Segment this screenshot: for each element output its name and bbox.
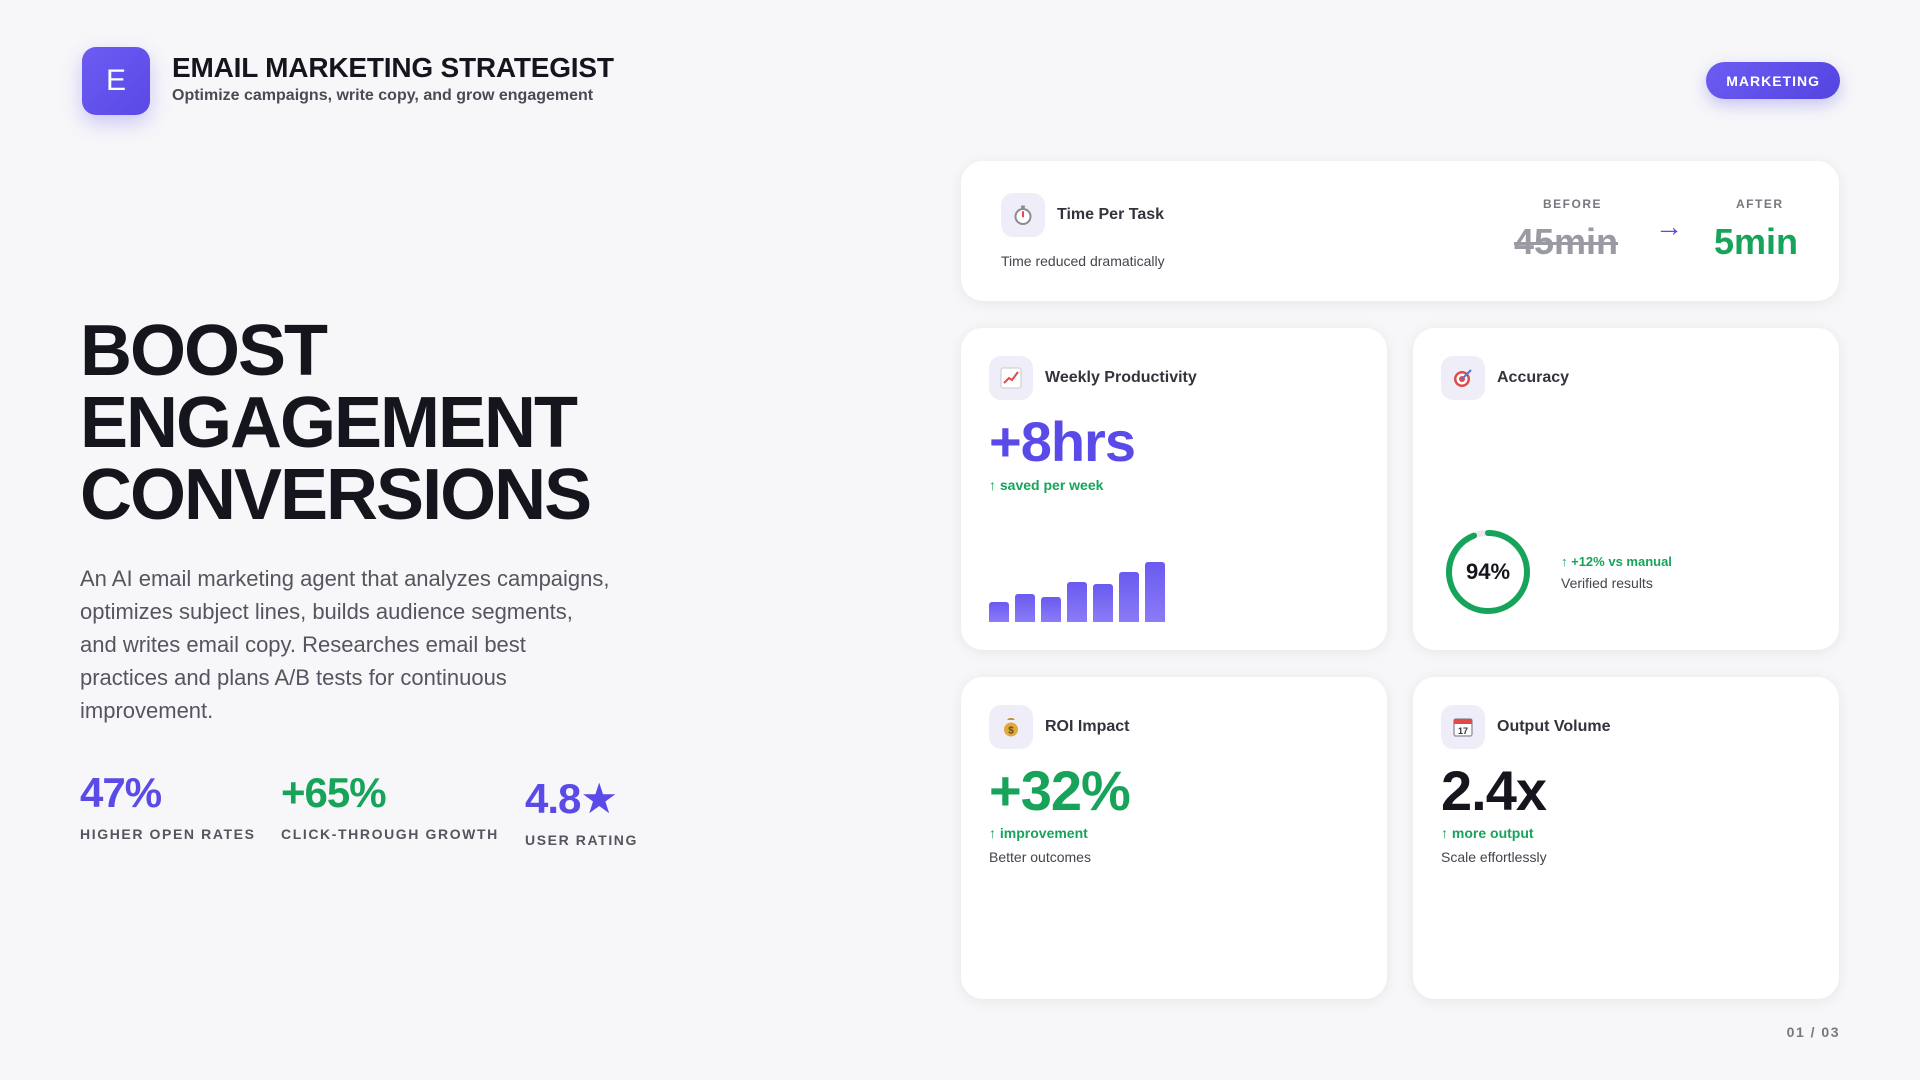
productivity-bar bbox=[1145, 562, 1165, 622]
stat-label: USER RATING bbox=[525, 832, 639, 848]
card-value: +8hrs bbox=[989, 410, 1136, 473]
productivity-bar bbox=[1093, 584, 1113, 622]
card-trend: ↑ more output bbox=[1441, 825, 1534, 841]
headline: BOOST ENGAGEMENT CONVERSIONS bbox=[80, 315, 780, 531]
stat-open-rates: 47% HIGHER OPEN RATES bbox=[80, 769, 256, 843]
stopwatch-icon bbox=[1001, 193, 1045, 237]
stat-value: 4.8★ bbox=[525, 775, 618, 822]
card-title: Output Volume bbox=[1497, 718, 1611, 735]
headline-line-3: CONVERSIONS bbox=[80, 455, 592, 535]
stat-user-rating: 4.8★ USER RATING bbox=[525, 775, 639, 849]
svg-text:17: 17 bbox=[1458, 726, 1468, 736]
card-note: Better outcomes bbox=[989, 849, 1091, 865]
card-title: Accuracy bbox=[1497, 369, 1570, 386]
target-icon bbox=[1441, 356, 1485, 400]
app-subtitle: Optimize campaigns, write copy, and grow… bbox=[172, 87, 594, 104]
weekly-productivity-card: Weekly Productivity +8hrs ↑ saved per we… bbox=[961, 328, 1387, 650]
headline-line-1: BOOST bbox=[80, 311, 328, 391]
card-note: Verified results bbox=[1561, 575, 1653, 591]
after-value: 5min bbox=[1714, 221, 1799, 262]
app-logo: E bbox=[82, 47, 150, 115]
productivity-bar bbox=[1041, 597, 1061, 622]
card-title: Time Per Task bbox=[1057, 206, 1165, 223]
time-per-task-card: Time Per Task Time reduced dramatically … bbox=[961, 161, 1839, 301]
money-bag-icon: $ bbox=[989, 705, 1033, 749]
accuracy-ring: 94% bbox=[1446, 530, 1530, 614]
productivity-bar bbox=[1119, 572, 1139, 622]
productivity-bar bbox=[1067, 582, 1087, 622]
card-trend: ↑ +12% vs manual bbox=[1561, 554, 1672, 569]
stat-value: +65% bbox=[281, 769, 387, 816]
card-value: 2.4x bbox=[1441, 759, 1547, 822]
card-trend: ↑ improvement bbox=[989, 825, 1088, 841]
card-trend: ↑ saved per week bbox=[989, 477, 1104, 493]
page-indicator: 01 / 03 bbox=[1786, 1024, 1840, 1040]
accuracy-value: 94% bbox=[1466, 559, 1510, 584]
app-title: EMAIL MARKETING STRATEGIST bbox=[172, 52, 614, 83]
description: An AI email marketing agent that analyze… bbox=[80, 566, 610, 723]
stat-click-through: +65% CLICK-THROUGH GROWTH bbox=[281, 769, 499, 843]
svg-text:$: $ bbox=[1008, 726, 1014, 737]
arrow-right-icon: → bbox=[1655, 211, 1683, 242]
card-note: Scale effortlessly bbox=[1441, 849, 1547, 865]
card-title: Weekly Productivity bbox=[1045, 369, 1197, 386]
stat-value: 47% bbox=[80, 769, 162, 816]
category-badge[interactable]: MARKETING bbox=[1706, 62, 1840, 99]
stat-label: CLICK-THROUGH GROWTH bbox=[281, 826, 499, 842]
productivity-bar bbox=[989, 602, 1009, 622]
card-value: +32% bbox=[989, 759, 1131, 822]
productivity-bar bbox=[1015, 594, 1035, 622]
card-title: ROI Impact bbox=[1045, 718, 1130, 735]
roi-impact-card: $ ROI Impact +32% ↑ improvement Better o… bbox=[961, 677, 1387, 999]
calendar-icon: 17 bbox=[1441, 705, 1485, 749]
accuracy-card: Accuracy 94% ↑ +12% vs manual Verified r… bbox=[1413, 328, 1839, 650]
after-label: AFTER bbox=[1736, 197, 1784, 211]
output-volume-card: 17 Output Volume 2.4x ↑ more output Scal… bbox=[1413, 677, 1839, 999]
chart-up-icon bbox=[989, 356, 1033, 400]
before-value: 45min bbox=[1514, 221, 1619, 262]
stat-label: HIGHER OPEN RATES bbox=[80, 826, 256, 842]
before-label: BEFORE bbox=[1543, 197, 1603, 211]
card-note: Time reduced dramatically bbox=[1001, 253, 1165, 269]
productivity-bars bbox=[989, 560, 1165, 622]
headline-line-2: ENGAGEMENT bbox=[80, 383, 578, 463]
